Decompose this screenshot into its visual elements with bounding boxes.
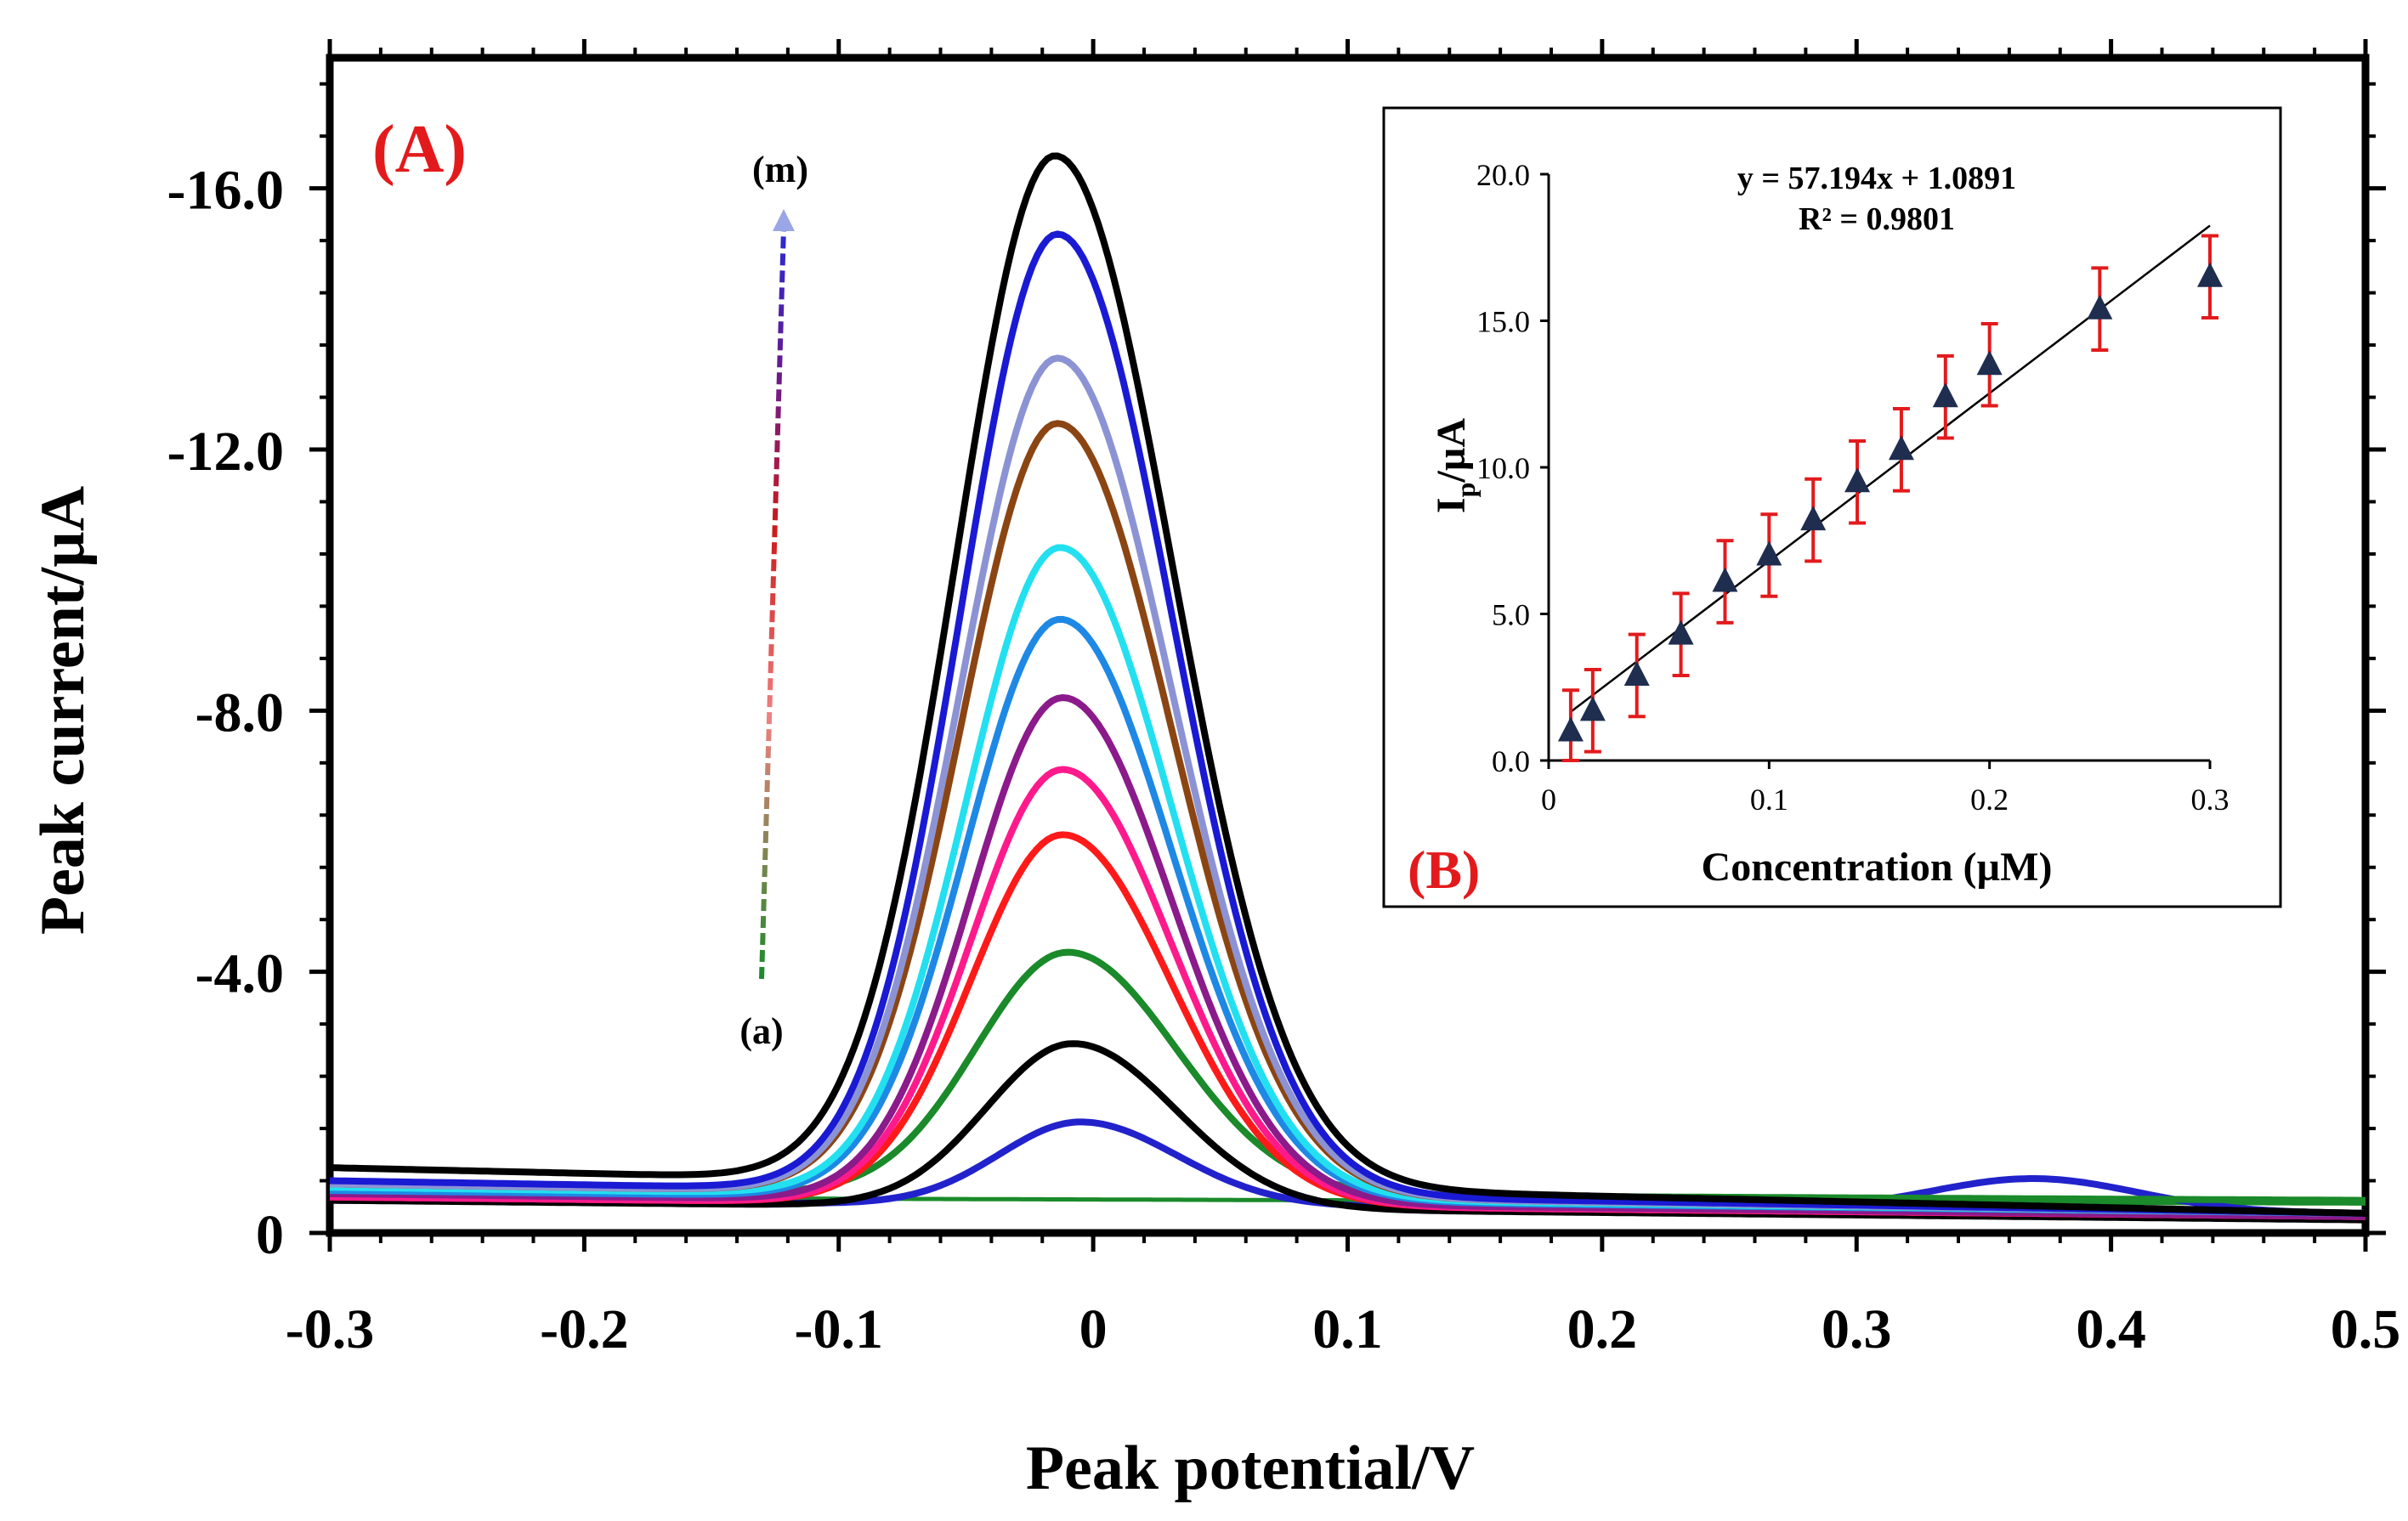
x-tick-label: -0.1 — [795, 1298, 883, 1360]
series-line-m — [329, 152, 2366, 1217]
x-tick-label: 0.5 — [2331, 1298, 2401, 1360]
concentration-arrow — [759, 227, 786, 980]
inset-x-axis-title: Concentration (µM) — [1702, 845, 2053, 890]
y-tick-label: -4.0 — [195, 943, 284, 1005]
inset-data-point — [1579, 696, 1606, 721]
inset-x-tick-label: 0.1 — [1750, 783, 1788, 817]
inset-axes: 0 0.1 0.2 0.3 0.0 5.0 10.0 15.0 20.0 — [1476, 158, 2230, 817]
inset-x-tick-label: 0.3 — [2191, 783, 2230, 817]
inset-y-tick-label: 0.0 — [1492, 744, 1530, 778]
inset-data-point — [1976, 350, 2003, 376]
inset-data-point — [1756, 540, 1782, 566]
main-tick-labels: -0.3 -0.2 -0.1 0 0.1 0.2 0.3 0.4 0.5 0 -4.0 -8.0 -12… — [167, 160, 2401, 1360]
x-tick-label: 0.1 — [1312, 1298, 1383, 1360]
x-axis-title: Peak potential/V — [1026, 1433, 1475, 1503]
inset-y-axis-title: Ip/µA — [1429, 418, 1481, 513]
inset-y-title-main: I — [1429, 497, 1474, 513]
inset-r-squared: R² = 0.9801 — [1799, 201, 1955, 237]
x-tick-label: 0.4 — [2076, 1298, 2146, 1360]
y-tick-label: -12.0 — [167, 421, 284, 483]
inset-box — [1382, 106, 2282, 908]
inset-data-point — [2197, 262, 2223, 287]
inset-marks — [1557, 224, 2223, 762]
inset-data-point — [1800, 506, 1827, 531]
y-tick-label: 0 — [256, 1204, 284, 1266]
y-axis-title: Peak current/µA — [28, 486, 98, 935]
inset-y-tick-label: 5.0 — [1492, 598, 1530, 632]
main-axis-ticks — [309, 39, 2386, 1252]
inset-data-point — [1668, 619, 1694, 645]
main-series-group — [329, 152, 2366, 1224]
inset-x-tick-label: 0.2 — [1970, 783, 2009, 817]
y-tick-label: -8.0 — [195, 681, 284, 744]
inset-x-tick-label: 0 — [1541, 783, 1556, 817]
inset-y-tick-label: 10.0 — [1476, 451, 1530, 485]
inset-data-point — [1932, 382, 1958, 408]
x-tick-label: -0.3 — [286, 1298, 374, 1360]
x-tick-label: 0.3 — [1822, 1298, 1892, 1360]
inset-data-point — [2087, 294, 2113, 319]
concentration-arrow-head — [773, 209, 795, 231]
arrow-start-label: (a) — [739, 1010, 783, 1052]
panel-a-label: (A) — [372, 112, 467, 187]
x-tick-label: 0 — [1079, 1298, 1108, 1360]
x-tick-label: -0.2 — [540, 1298, 628, 1360]
inset-data-point — [1844, 467, 1871, 493]
arrow-end-label: (m) — [752, 149, 808, 190]
inset-y-title-sub: p — [1450, 483, 1481, 498]
inset-data-point — [1712, 567, 1738, 592]
x-tick-label: 0.2 — [1567, 1298, 1638, 1360]
inset-y-title-rest: /µA — [1429, 418, 1474, 483]
inset-data-point — [1888, 435, 1914, 461]
y-tick-label: -16.0 — [167, 160, 284, 222]
inset-data-point — [1623, 660, 1650, 686]
inset-y-tick-label: 20.0 — [1476, 158, 1530, 192]
inset-data-point — [1557, 716, 1584, 742]
inset-y-tick-label: 15.0 — [1476, 305, 1530, 339]
panel-b-label: (B) — [1408, 840, 1480, 900]
inset-equation: y = 57.194x + 1.0891 — [1737, 161, 2016, 196]
